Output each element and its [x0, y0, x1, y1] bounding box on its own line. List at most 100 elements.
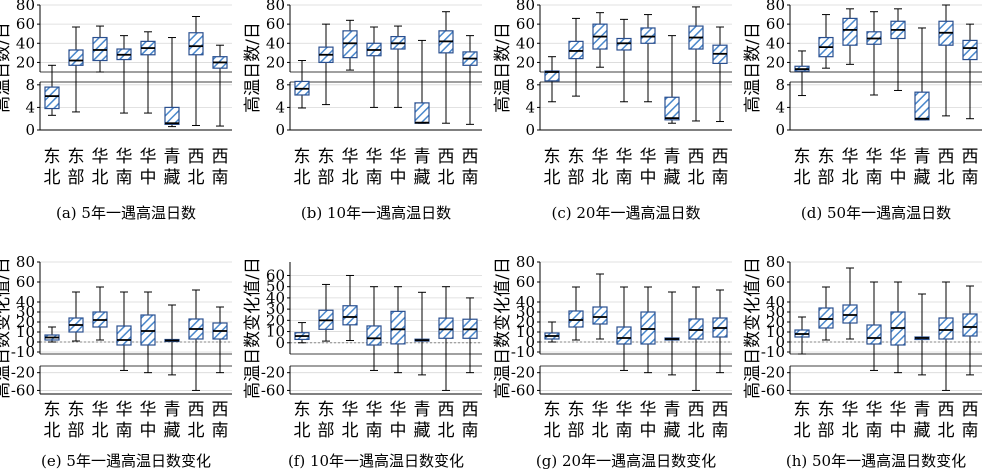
- y-tick-label: 60: [16, 15, 35, 33]
- box-东北: [794, 316, 810, 355]
- category-label: 西南: [962, 400, 979, 441]
- box-华中: [640, 286, 656, 374]
- y-tick-label: 0: [775, 121, 785, 139]
- category-label: 西南: [712, 147, 729, 188]
- category-label: 华北: [592, 400, 609, 441]
- box-华南: [866, 11, 882, 96]
- box-iqr: [438, 317, 454, 339]
- y-tick-label: -10: [761, 343, 785, 361]
- y-axis-label: 高温日数变化值/日: [0, 257, 13, 399]
- chart-caption: (a) 5年一遇高温日数: [56, 204, 196, 222]
- chart-caption: (c) 20年一遇高温日数: [552, 204, 701, 222]
- category-label: 东北: [44, 400, 61, 441]
- box-东部: [68, 26, 84, 113]
- y-tick-label: -60: [11, 381, 35, 399]
- category-label: 东部: [318, 147, 335, 188]
- y-tick-label: 10: [16, 323, 35, 341]
- y-tick-label: 40: [266, 289, 285, 307]
- y-tick-label: 60: [516, 15, 535, 33]
- category-label: 华中: [390, 147, 407, 188]
- chart-caption: (h) 50年一遇高温日数变化: [786, 452, 966, 470]
- y-tick-label: 40: [516, 293, 535, 311]
- chart-caption: (b) 10年一遇高温日数: [301, 204, 451, 222]
- category-label: 西南: [462, 400, 479, 441]
- box-青藏: [164, 304, 180, 376]
- box-iqr: [92, 36, 108, 62]
- y-tick-label: 80: [266, 0, 285, 14]
- category-label: 东北: [794, 147, 811, 188]
- y-tick-label: 40: [516, 34, 535, 52]
- y-tick-label: 0: [25, 121, 35, 139]
- category-label: 华中: [890, 400, 907, 441]
- box-iqr: [962, 39, 978, 61]
- chart-caption: (f) 10年一遇高温日数变化: [288, 452, 464, 470]
- y-tick-label: 20: [766, 313, 785, 331]
- y-tick-label: -60: [511, 381, 535, 399]
- y-tick-label: 20: [516, 53, 535, 71]
- category-label: 东北: [294, 147, 311, 188]
- box-西北: [938, 281, 954, 391]
- box-华北: [842, 267, 858, 340]
- box-华北: [842, 8, 858, 65]
- box-西南: [212, 44, 228, 127]
- category-label: 华南: [366, 400, 383, 441]
- chart-caption: (g) 20年一遇高温日数变化: [536, 452, 716, 470]
- y-axis-label: 高温日数/日: [243, 22, 263, 113]
- category-label: 西北: [188, 400, 205, 441]
- category-label: 西南: [712, 400, 729, 441]
- y-axis-label: 高温日数变化值/日: [493, 257, 513, 399]
- category-label: 西南: [462, 147, 479, 188]
- box-华中: [890, 8, 906, 91]
- y-axis-label: 高温日数/日: [743, 22, 763, 113]
- y-tick-label: 20: [16, 313, 35, 331]
- category-label: 华中: [640, 147, 657, 188]
- y-axis-label: 高温日数变化值/日: [243, 257, 263, 399]
- y-axis-label: 高温日数/日: [0, 22, 13, 113]
- category-label: 东部: [318, 400, 335, 441]
- box-华南: [366, 286, 382, 371]
- box-iqr: [68, 49, 84, 66]
- category-label: 华北: [842, 147, 859, 188]
- box-iqr: [116, 325, 132, 346]
- y-tick-label: 60: [766, 15, 785, 33]
- y-tick-label: 30: [516, 303, 535, 321]
- box-西北: [438, 11, 454, 124]
- box-iqr: [164, 106, 180, 125]
- y-axis-label: 高温日数变化值/日: [743, 257, 763, 399]
- box-iqr: [366, 325, 382, 346]
- category-label: 华中: [640, 400, 657, 441]
- box-华南: [366, 26, 382, 108]
- y-tick-label: -20: [261, 364, 285, 382]
- box-iqr: [568, 310, 584, 328]
- y-tick-label: 8: [775, 76, 785, 94]
- category-label: 西北: [438, 400, 455, 441]
- category-label: 华北: [342, 147, 359, 188]
- box-西北: [188, 289, 204, 391]
- box-iqr: [568, 40, 584, 60]
- box-西北: [688, 286, 704, 391]
- box-iqr: [866, 324, 882, 345]
- box-东部: [568, 286, 584, 341]
- category-label: 华南: [616, 147, 633, 188]
- box-华北: [592, 12, 608, 68]
- category-label: 东部: [68, 147, 85, 188]
- category-label: 东北: [544, 400, 561, 441]
- box-iqr: [592, 306, 608, 325]
- box-西南: [212, 306, 228, 374]
- category-label: 华南: [616, 400, 633, 441]
- box-青藏: [164, 37, 180, 128]
- box-东北: [294, 60, 310, 109]
- y-tick-label: 8: [25, 76, 35, 94]
- y-tick-label: 40: [766, 34, 785, 52]
- category-label: 西南: [962, 147, 979, 188]
- box-青藏: [664, 291, 680, 376]
- box-iqr: [414, 102, 430, 124]
- box-华中: [140, 291, 156, 374]
- box-东北: [794, 50, 810, 97]
- category-label: 西北: [688, 400, 705, 441]
- category-label: 华中: [140, 147, 157, 188]
- box-iqr: [640, 27, 656, 44]
